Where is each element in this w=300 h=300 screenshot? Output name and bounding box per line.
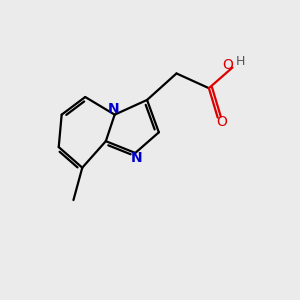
Text: N: N	[131, 151, 142, 165]
Text: H: H	[236, 55, 245, 68]
Text: O: O	[223, 58, 233, 72]
Text: O: O	[217, 115, 228, 129]
Text: N: N	[107, 102, 119, 116]
